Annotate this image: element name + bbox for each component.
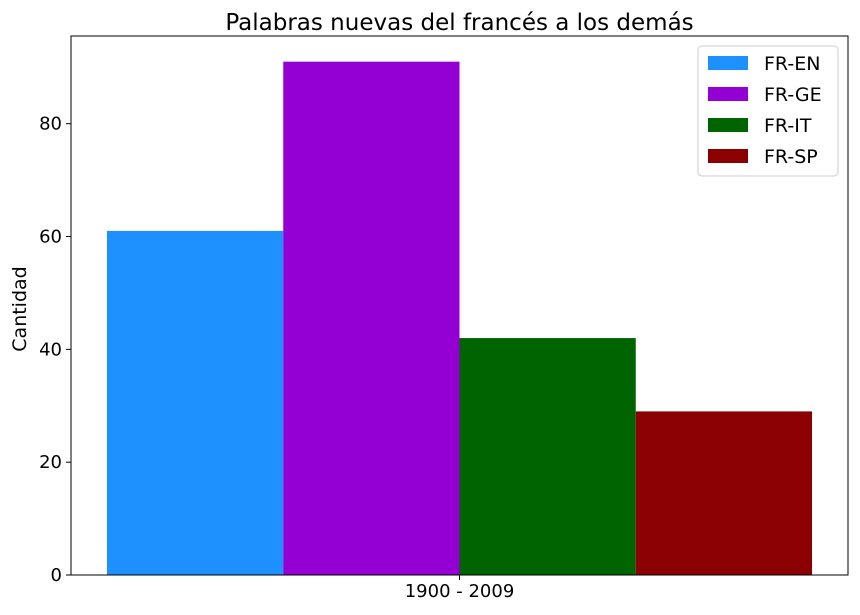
- bar-fr-en: [107, 230, 284, 575]
- x-axis-ticks: 1900 - 2009: [405, 575, 515, 602]
- legend-label-fr-it: FR-IT: [764, 115, 812, 137]
- y-axis-ticks: 0 20 40 60 80: [39, 114, 71, 586]
- chart-legend: FR-EN FR-GE FR-IT FR-SP: [697, 45, 839, 177]
- y-tick-label: 0: [51, 565, 62, 586]
- legend-swatch-fr-sp: [708, 149, 748, 163]
- legend-items: FR-EN FR-GE FR-IT FR-SP: [708, 53, 822, 168]
- y-tick-label: 80: [39, 114, 62, 135]
- legend-swatch-fr-ge: [708, 87, 748, 101]
- y-axis-label: Cantidad: [9, 266, 31, 351]
- bar-fr-ge: [283, 61, 460, 575]
- y-tick-label: 20: [39, 452, 62, 473]
- legend-label-fr-sp: FR-SP: [764, 146, 818, 168]
- bars-layer: [107, 61, 812, 575]
- legend-swatch-fr-en: [708, 56, 748, 70]
- y-tick-label: 60: [39, 227, 62, 248]
- bar-fr-it: [459, 338, 636, 575]
- legend-box: [697, 45, 839, 177]
- legend-swatch-fr-it: [708, 118, 748, 132]
- x-tick-label: 1900 - 2009: [405, 581, 515, 602]
- bar-fr-sp: [635, 411, 812, 575]
- legend-label-fr-en: FR-EN: [764, 53, 820, 75]
- legend-label-fr-ge: FR-GE: [764, 84, 822, 106]
- chart-title: Palabras nuevas del francés a los demás: [225, 10, 693, 36]
- y-tick-label: 40: [39, 339, 62, 360]
